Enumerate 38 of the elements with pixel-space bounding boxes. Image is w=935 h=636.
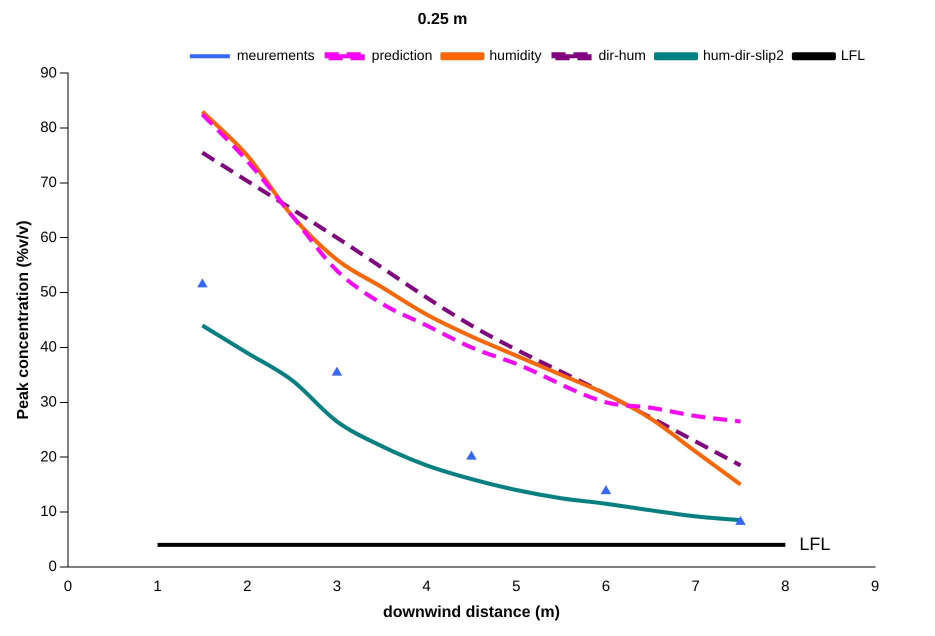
point [332,366,342,376]
y-tick-label: 40 [40,338,57,356]
x-axis-title: downwind distance (m) [382,604,560,621]
x-tick-label: 7 [691,578,700,595]
x-tick-label: 9 [870,578,880,595]
y-tick-label: 10 [40,503,57,520]
x-tick-label: 5 [512,578,520,595]
y-tick-label: 30 [40,393,57,410]
point [197,278,208,288]
legend-label: hum-dir-slip2 [702,47,784,64]
line-series [200,112,742,424]
point [600,485,612,494]
y-tick-label: 20 [40,448,57,466]
y-tick-label: 80 [40,119,57,136]
x-tick-label: 3 [332,578,342,595]
annotation: LFL [799,534,830,554]
y-tick-label: 90 [40,64,57,82]
chart-title: 0.25 m [418,11,468,28]
y-tick-label: 70 [40,174,57,192]
y-tick-label: 50 [40,284,57,301]
legend-label: dir-hum [598,47,646,64]
y-tick-label: 0 [48,558,57,575]
x-tick-label: 4 [422,578,431,595]
y-axis-title: Peak concentration (%v/v) [15,220,32,420]
point [466,450,477,460]
point [735,516,746,525]
x-tick-label: 2 [243,578,252,595]
x-tick-label: 1 [153,578,162,595]
x-tick-label: 0 [64,578,72,595]
legend-label: humidity [489,47,542,64]
x-tick-label: 6 [602,578,610,595]
line-series [200,150,742,468]
line-series [200,110,742,487]
legend-label: prediction [372,47,432,64]
legend-label: meurements [236,47,315,64]
x-tick-label: 8 [781,578,790,595]
y-tick-label: 60 [40,228,57,246]
legend-label: LFL [840,47,866,64]
